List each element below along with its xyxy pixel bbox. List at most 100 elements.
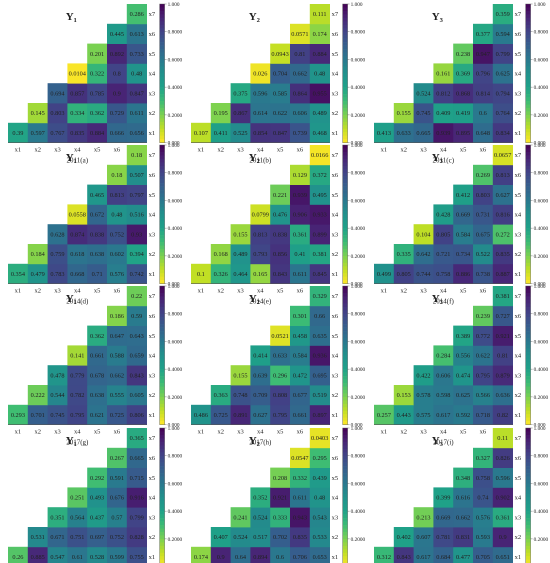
colorbar-tick-label: 1.000 (168, 426, 180, 432)
cell-value-label: 0.805 (436, 231, 450, 238)
heatmap-cell (393, 103, 414, 124)
colorbar-segment (342, 242, 348, 246)
cell-value-label: 0.57 (111, 514, 122, 521)
colorbar-segment (159, 431, 165, 436)
cell-value-label: 0.588 (110, 353, 124, 360)
colorbar-segment (525, 276, 531, 281)
y-tick-label: x7 (515, 435, 522, 442)
cell-value-label: 0.639 (253, 372, 267, 379)
colorbar-segment (159, 94, 165, 98)
heatmap-cell (393, 546, 414, 563)
colorbar-segment (159, 169, 165, 174)
heatmap-cell (107, 103, 128, 124)
heatmap-cell (309, 43, 330, 64)
colorbar-segment (342, 35, 348, 39)
cell-value-label: 0.585 (273, 90, 287, 97)
cell-value-label: 0.0799 (252, 212, 269, 219)
cell-value-label: 0.517 (253, 534, 267, 541)
colorbar-segment (342, 383, 348, 387)
colorbar-segment (525, 104, 531, 109)
colorbar-segment (159, 35, 165, 39)
cell-value-label: 0.564 (70, 514, 85, 521)
colorbar-segment (525, 217, 531, 222)
colorbar-segment (342, 114, 348, 119)
colorbar-segment (525, 45, 531, 50)
heatmap-cell (191, 263, 212, 284)
heatmap-cell (27, 122, 48, 143)
heatmap-cell (309, 527, 330, 548)
colorbar-segment (342, 118, 348, 123)
heatmap-cell (309, 122, 330, 143)
heatmap-cell (107, 122, 128, 143)
colorbar-segment (159, 104, 165, 109)
colorbar-segment (342, 310, 348, 315)
colorbar-segment (159, 400, 165, 405)
heatmap-cell (473, 404, 494, 425)
colorbar-segment (159, 66, 165, 71)
y-tick-label: x4 (515, 495, 522, 502)
cell-value-label: 0.643 (130, 333, 144, 340)
cell-value-label: 0.556 (456, 353, 470, 360)
x-tick-label: x1 (15, 147, 22, 154)
heatmap-cell (47, 365, 68, 386)
colorbar-segment (159, 459, 165, 463)
cell-value-label: 0.797 (130, 192, 144, 199)
heatmap-cell (210, 122, 231, 143)
heatmap-cell (250, 122, 271, 143)
colorbar-segment (159, 341, 165, 346)
colorbar-segment (342, 545, 348, 550)
colorbar-segment (525, 62, 531, 67)
colorbar-segment (342, 190, 348, 194)
heatmap-cell (47, 244, 68, 265)
cell-value-label: 0.524 (233, 534, 248, 541)
colorbar-segment (342, 132, 348, 136)
cell-value-label: 0.18 (111, 172, 122, 179)
heatmap-cell (107, 43, 128, 64)
colorbar-segment (342, 97, 348, 102)
colorbar-segment (342, 107, 348, 112)
heatmap-cell (413, 385, 434, 406)
cell-value-label: 0.636 (496, 392, 510, 399)
y-tick-label: x7 (149, 152, 156, 159)
cell-value-label: 0.578 (416, 392, 430, 399)
colorbar-tick-label: 0.6000 (534, 198, 549, 204)
heatmap-cell (290, 244, 311, 265)
cell-value-label: 0.715 (130, 475, 144, 482)
cell-value-label: 0.748 (233, 392, 247, 399)
cell-value-label: 0.781 (436, 534, 450, 541)
heatmap-cell (309, 487, 330, 508)
heatmap-cell (230, 122, 251, 143)
heatmap-cell (107, 164, 128, 185)
y-tick-label: x6 (332, 172, 339, 179)
heatmap-cell (126, 103, 147, 124)
colorbar-segment (525, 466, 531, 470)
y-tick-label: x6 (149, 313, 156, 320)
colorbar-segment (342, 497, 348, 502)
colorbar-segment (525, 379, 531, 384)
heatmap-cell (87, 365, 108, 386)
cell-value-label: 0.495 (313, 192, 327, 199)
y-tick-label: x5 (515, 51, 522, 58)
colorbar-segment (525, 169, 531, 174)
colorbar-segment (159, 542, 165, 547)
colorbar-segment (342, 518, 348, 522)
colorbar-segment (342, 203, 348, 208)
heatmap-cell (473, 447, 494, 468)
colorbar-tick-label: 0.4000 (534, 367, 549, 373)
colorbar-segment (525, 344, 531, 349)
colorbar-segment (159, 97, 165, 102)
heatmap-cell (210, 546, 231, 563)
colorbar-segment (342, 31, 348, 36)
colorbar-segment (342, 228, 348, 232)
cell-value-label: 0.402 (397, 534, 411, 541)
colorbar-segment (342, 45, 348, 50)
heatmap-cell (87, 204, 108, 225)
cell-value-label: 0.213 (416, 514, 430, 521)
y-tick-label: x6 (149, 31, 156, 38)
cell-value-label: 0.633 (397, 130, 411, 137)
colorbar-segment (525, 462, 531, 467)
cell-value-label: 0.201 (90, 51, 104, 58)
y-tick-label: x3 (149, 372, 156, 379)
cell-value-label: 0.184 (31, 251, 46, 258)
colorbar-segment (525, 383, 531, 387)
